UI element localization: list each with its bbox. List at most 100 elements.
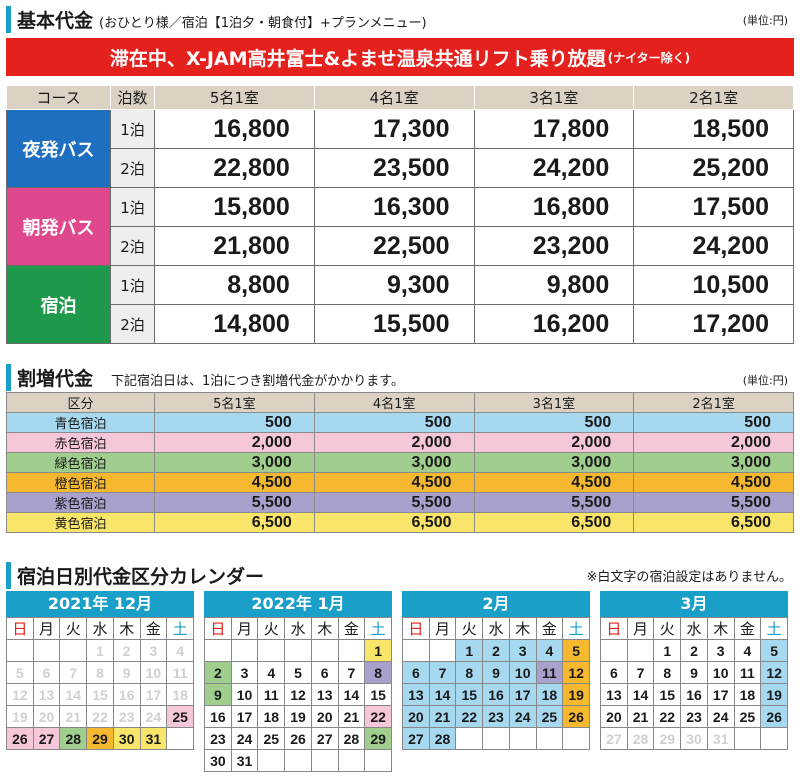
course-name: 朝発バス — [6, 187, 111, 266]
price-cell: 10,500 — [633, 265, 794, 305]
nights-cell: 2泊 — [110, 226, 155, 266]
calendar-day: 11 — [167, 662, 194, 684]
calendar-day: 29 — [654, 728, 682, 750]
table-header-row: 区分 5名1室 4名1室 3名1室 2名1室 — [6, 392, 794, 413]
calendar-day: 29 — [365, 728, 392, 750]
calendar-day: 6 — [33, 662, 61, 684]
surcharge-amount: 500 — [473, 412, 635, 433]
weekday-label: 木 — [707, 618, 735, 640]
calendar-day: 25 — [167, 706, 194, 728]
calendar-day — [60, 640, 88, 662]
price-cell: 23,200 — [473, 226, 635, 266]
calendar-day: 13 — [33, 684, 61, 706]
weekday-label: 月 — [33, 618, 61, 640]
calendar-day: 2 — [483, 640, 510, 662]
calendar-day: 20 — [311, 706, 339, 728]
calendar-day: 4 — [167, 640, 194, 662]
price-cell: 23,500 — [313, 148, 475, 188]
weekday-label: 木 — [509, 618, 537, 640]
calendar-day: 6 — [311, 662, 339, 684]
calendar-day: 15 — [456, 684, 484, 706]
calendar-day: 5 — [761, 640, 788, 662]
calendar-day: 9 — [113, 662, 141, 684]
calendar-day: 14 — [627, 684, 655, 706]
calendar-day: 25 — [258, 728, 286, 750]
calendar-day: 10 — [707, 662, 735, 684]
calendar-day: 13 — [403, 684, 430, 706]
calendar-day: 5 — [285, 662, 312, 684]
calendar-day: 24 — [509, 706, 537, 728]
calendar-day: 3 — [231, 662, 259, 684]
section-subtitle: (おひとり様／宿泊【1泊夕・朝食付】+プランメニュー) — [99, 16, 427, 31]
calendar-header: 宿泊日別代金区分カレンダー — [6, 562, 264, 589]
table-row: 赤色宿泊 2,000 2,000 2,000 2,000 — [6, 432, 794, 453]
calendar-grid: 日月火水木金土 1 2 3 4 5 6 7 8 9 10 11 12 13 14 15 16 17 18 19 20 21… — [600, 617, 788, 750]
calendar-day: 12 — [285, 684, 312, 706]
surcharge-label: 紫色宿泊 — [6, 492, 155, 513]
calendar-day: 28 — [627, 728, 655, 750]
calendar-day: 23 — [205, 728, 232, 750]
weekday-label: 日 — [403, 618, 430, 640]
calendar-note: ※白文字の宿泊設定はありません。 — [586, 570, 792, 585]
lift-pass-banner: 滞在中、X-JAM高井富士&よませ温泉共通リフト乗り放題 (ナイター除く) — [6, 38, 794, 76]
calendar-day — [563, 728, 590, 750]
calendar-day: 2 — [205, 662, 232, 684]
calendar-day — [338, 640, 366, 662]
calendar-day — [536, 728, 564, 750]
column-header: 4名1室 — [313, 392, 475, 413]
calendar-day: 24 — [140, 706, 168, 728]
table-row: 2泊 14,800 15,500 16,200 17,200 — [7, 304, 794, 344]
surcharge-amount: 3,000 — [154, 452, 315, 473]
weekday-label: 土 — [167, 618, 194, 640]
surcharge-label: 黄色宿泊 — [6, 512, 155, 533]
calendar-day: 7 — [627, 662, 655, 684]
calendar-day: 5 — [7, 662, 34, 684]
surcharge-amount: 4,500 — [313, 472, 475, 493]
calendar-day: 16 — [483, 684, 510, 706]
base-price-table: コース 泊数 5名1室 4名1室 3名1室 2名1室 夜発バス 1泊 16,800 17,300… — [6, 85, 794, 344]
table-row: 朝発バス 1泊 15,800 16,300 16,800 17,500 — [6, 187, 794, 266]
calendar-day: 9 — [205, 684, 232, 706]
calendar-title: 2022年 1月 — [204, 591, 392, 617]
calendar-title: 2021年 12月 — [6, 591, 194, 617]
calendar-day — [7, 640, 34, 662]
surcharge-amount: 6,500 — [313, 512, 475, 533]
column-header: 区分 — [6, 392, 155, 413]
calendar-day: 4 — [258, 662, 286, 684]
surcharge-header: 割増代金 下記宿泊日は、1泊につき割増代金がかかります。 — [6, 364, 404, 391]
price-cell: 14,800 — [154, 304, 315, 344]
column-header: 2名1室 — [633, 85, 794, 110]
calendar-day — [601, 640, 628, 662]
calendar-day: 18 — [536, 684, 564, 706]
calendar-day — [429, 640, 457, 662]
weekday-label: 日 — [205, 618, 232, 640]
calendar-day: 17 — [140, 684, 168, 706]
base-price-header: 基本代金 (おひとり様／宿泊【1泊夕・朝食付】+プランメニュー) — [6, 6, 427, 33]
column-header: 泊数 — [110, 85, 155, 110]
calendar-day: 27 — [403, 728, 430, 750]
calendar-day: 28 — [338, 728, 366, 750]
calendar-jan-2022: 2022年 1月 日月火水木金土 1 2 3 4 5 6 7 8 9 10 11 12 13 14 15 16 1… — [204, 591, 392, 772]
calendar-day: 20 — [403, 706, 430, 728]
price-cell: 16,300 — [313, 187, 475, 227]
calendar-day: 19 — [7, 706, 34, 728]
weekday-label: 金 — [734, 618, 762, 640]
surcharge-amount: 4,500 — [473, 472, 635, 493]
price-cell: 18,500 — [633, 109, 794, 149]
price-cell: 15,800 — [154, 187, 315, 227]
calendar-day: 1 — [654, 640, 682, 662]
calendar-day: 19 — [563, 684, 590, 706]
table-row: 2泊 21,800 22,500 23,200 24,200 — [7, 226, 794, 266]
table-row: 宿泊 1泊 8,800 9,300 9,800 10,500 — [6, 265, 794, 344]
calendar-day: 26 — [7, 728, 34, 750]
calendar-day: 1 — [87, 640, 114, 662]
calendar-day: 3 — [707, 640, 735, 662]
weekday-label: 月 — [231, 618, 259, 640]
calendar-day: 17 — [231, 706, 259, 728]
surcharge-amount: 6,500 — [633, 512, 794, 533]
calendar-day: 10 — [509, 662, 537, 684]
calendar-day: 7 — [60, 662, 88, 684]
calendar-day: 11 — [258, 684, 286, 706]
calendar-day: 10 — [231, 684, 259, 706]
calendar-day: 9 — [681, 662, 708, 684]
